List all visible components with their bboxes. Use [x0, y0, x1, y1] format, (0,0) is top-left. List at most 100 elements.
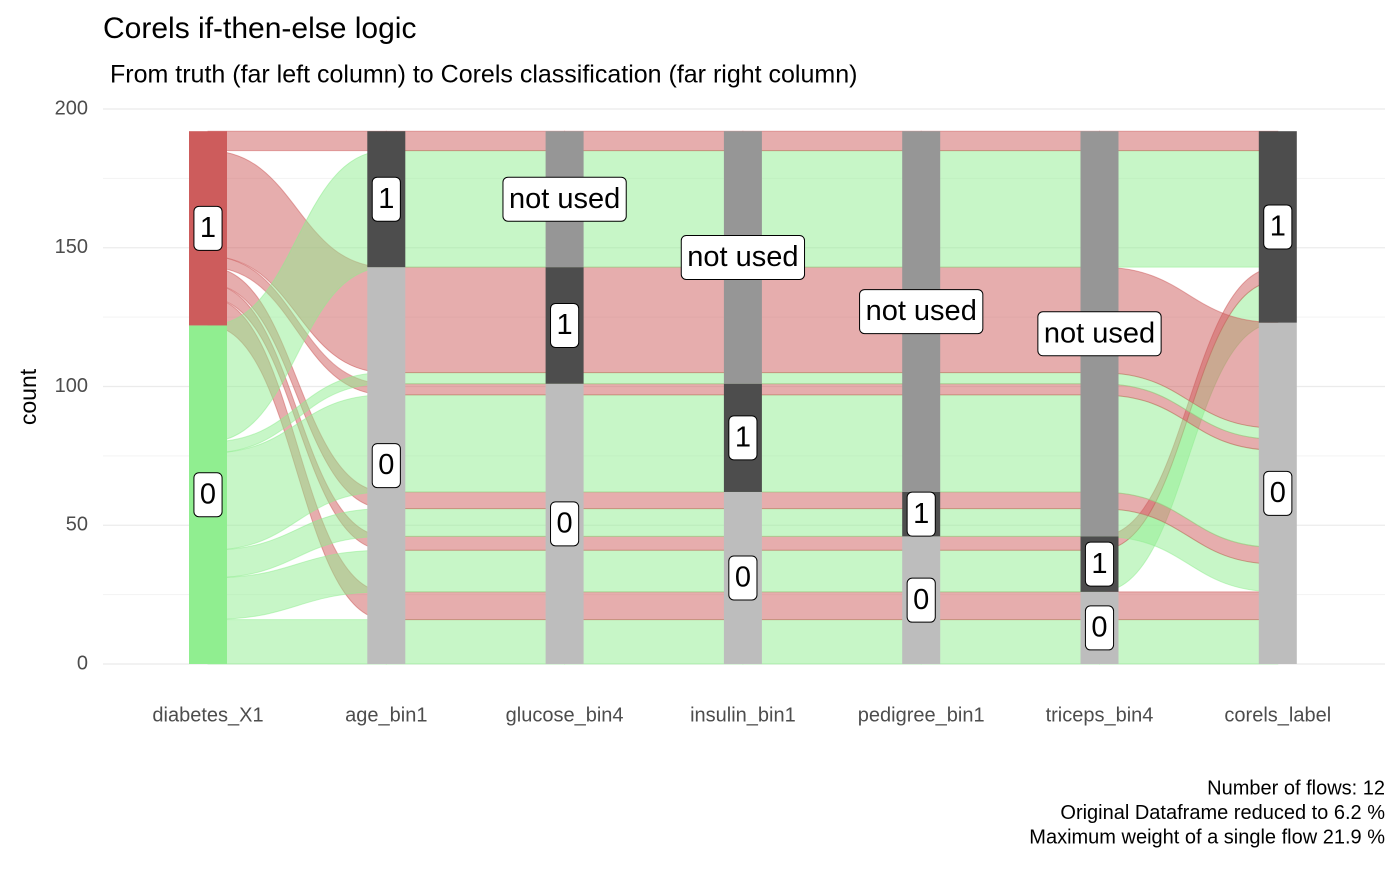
- stratum-label-text: not used: [1044, 317, 1155, 349]
- flow-ribbon: [1099, 591, 1279, 621]
- stratum-label-text: 1: [557, 309, 573, 341]
- label-box: [1037, 311, 1162, 357]
- flow-ribbon: [564, 266, 744, 374]
- x-tick-label: glucose_bin4: [506, 704, 624, 726]
- stratum-label: not used: [680, 234, 806, 280]
- flow-ribbon: [385, 372, 566, 385]
- stratum-label: 1: [193, 205, 223, 251]
- flow-ribbon: [920, 372, 1100, 385]
- x-tick-label: triceps_bin4: [1046, 704, 1154, 726]
- label-box: [371, 176, 401, 222]
- stratum-label: 0: [550, 501, 580, 547]
- flow-ribbon: [920, 535, 1100, 551]
- label-box: [1084, 605, 1115, 651]
- stratum-label-text: 0: [735, 562, 751, 594]
- stratum-label-text: not used: [866, 295, 977, 327]
- flow-ribbon: [385, 491, 566, 510]
- stratum-label-text: 1: [1091, 548, 1107, 580]
- flow-ribbon: [385, 130, 566, 152]
- flow-ribbon: [1099, 150, 1279, 268]
- y-tick-label: 100: [55, 375, 88, 397]
- flow-ribbon: [742, 619, 922, 665]
- flow-ribbon: [385, 535, 566, 551]
- stratum-labels: 0 1 0 1 0 1 not used 0 1 not used 0 1 not used 0 1 not …: [193, 176, 1293, 651]
- stratum-label: 0: [371, 443, 401, 489]
- stratum-label: 1: [728, 415, 758, 461]
- stratum-label-text: 1: [200, 212, 216, 244]
- stratum-label: 0: [193, 472, 223, 518]
- label-box: [859, 289, 984, 335]
- stratum-label: not used: [1037, 311, 1162, 357]
- flow-ribbon: [564, 549, 744, 593]
- label-box: [1263, 470, 1293, 516]
- y-tick-label: 150: [55, 236, 88, 258]
- label-box: [906, 577, 936, 623]
- flow-ribbon: [742, 130, 922, 152]
- flow-ribbon: [920, 508, 1100, 537]
- stratum-label: not used: [502, 176, 627, 222]
- stratum-label-text: 1: [1270, 211, 1286, 243]
- stratum-label: 1: [1084, 541, 1115, 587]
- flow-ribbon: [920, 549, 1100, 593]
- flow-ribbon: [564, 372, 744, 385]
- flow-ribbon: [385, 266, 566, 374]
- stratum-label-text: 0: [200, 478, 216, 510]
- flow-ribbon: [1099, 619, 1279, 665]
- flow-ribbon: [207, 619, 387, 665]
- flow-ribbon: [385, 394, 566, 493]
- flow-ribbon: [564, 130, 744, 152]
- x-tick-label: insulin_bin1: [690, 704, 796, 726]
- flow-ribbon: [385, 549, 566, 593]
- stratum-label: 1: [1263, 204, 1293, 250]
- x-tick-label: diabetes_X1: [152, 704, 263, 726]
- flow-ribbon: [742, 549, 922, 593]
- stratum-label-text: 1: [378, 183, 394, 215]
- stratum-label: 0: [906, 577, 936, 623]
- flow-ribbon: [564, 383, 744, 396]
- chart-subtitle: From truth (far left column) to Corels c…: [110, 61, 857, 89]
- label-box: [550, 501, 580, 547]
- label-box: [728, 555, 758, 601]
- stratum-label: 0: [728, 555, 758, 601]
- label-box: [1084, 541, 1115, 587]
- label-box: [680, 234, 806, 280]
- label-box: [906, 491, 936, 537]
- flow-ribbon: [742, 591, 922, 621]
- flow-ribbon: [742, 508, 922, 537]
- flow-ribbon: [564, 591, 744, 621]
- stratum-label-text: not used: [687, 241, 798, 273]
- label-box: [550, 302, 580, 348]
- stratum-label: not used: [859, 289, 984, 335]
- label-box: [1263, 204, 1293, 250]
- flow-ribbon: [742, 383, 922, 396]
- flow-ribbon: [564, 535, 744, 551]
- stratum-label-text: 1: [735, 421, 751, 453]
- stratum-label: 0: [1084, 605, 1115, 651]
- stratum-label: 0: [1263, 470, 1293, 516]
- stratum-label-text: 0: [557, 508, 573, 540]
- stratum-label: 1: [906, 491, 936, 537]
- chart-title: Corels if-then-else logic: [103, 12, 416, 45]
- stratum-label-text: 0: [378, 449, 394, 481]
- flow-ribbon: [742, 535, 922, 551]
- stratum-label-text: 0: [1270, 477, 1286, 509]
- y-axis-label: count: [15, 368, 41, 425]
- flow-ribbon: [207, 130, 387, 152]
- caption: Original Dataframe reduced to 6.2 %: [1060, 802, 1385, 824]
- stratum-label: 1: [550, 302, 580, 348]
- x-tick-label: age_bin1: [345, 704, 427, 726]
- y-tick-label: 50: [66, 514, 88, 536]
- stratum-label-text: 1: [913, 498, 929, 530]
- flow-ribbon: [385, 383, 566, 396]
- x-tick-label: pedigree_bin1: [858, 704, 985, 726]
- label-box: [502, 176, 627, 222]
- flow-ribbon: [920, 383, 1100, 396]
- stratum-label-text: not used: [509, 183, 620, 215]
- flow-ribbon: [385, 591, 566, 621]
- y-tick-label: 0: [77, 652, 88, 674]
- label-box: [371, 443, 401, 489]
- flow-ribbon: [564, 508, 744, 537]
- flow-ribbon: [920, 394, 1100, 493]
- flow-ribbon: [742, 491, 922, 510]
